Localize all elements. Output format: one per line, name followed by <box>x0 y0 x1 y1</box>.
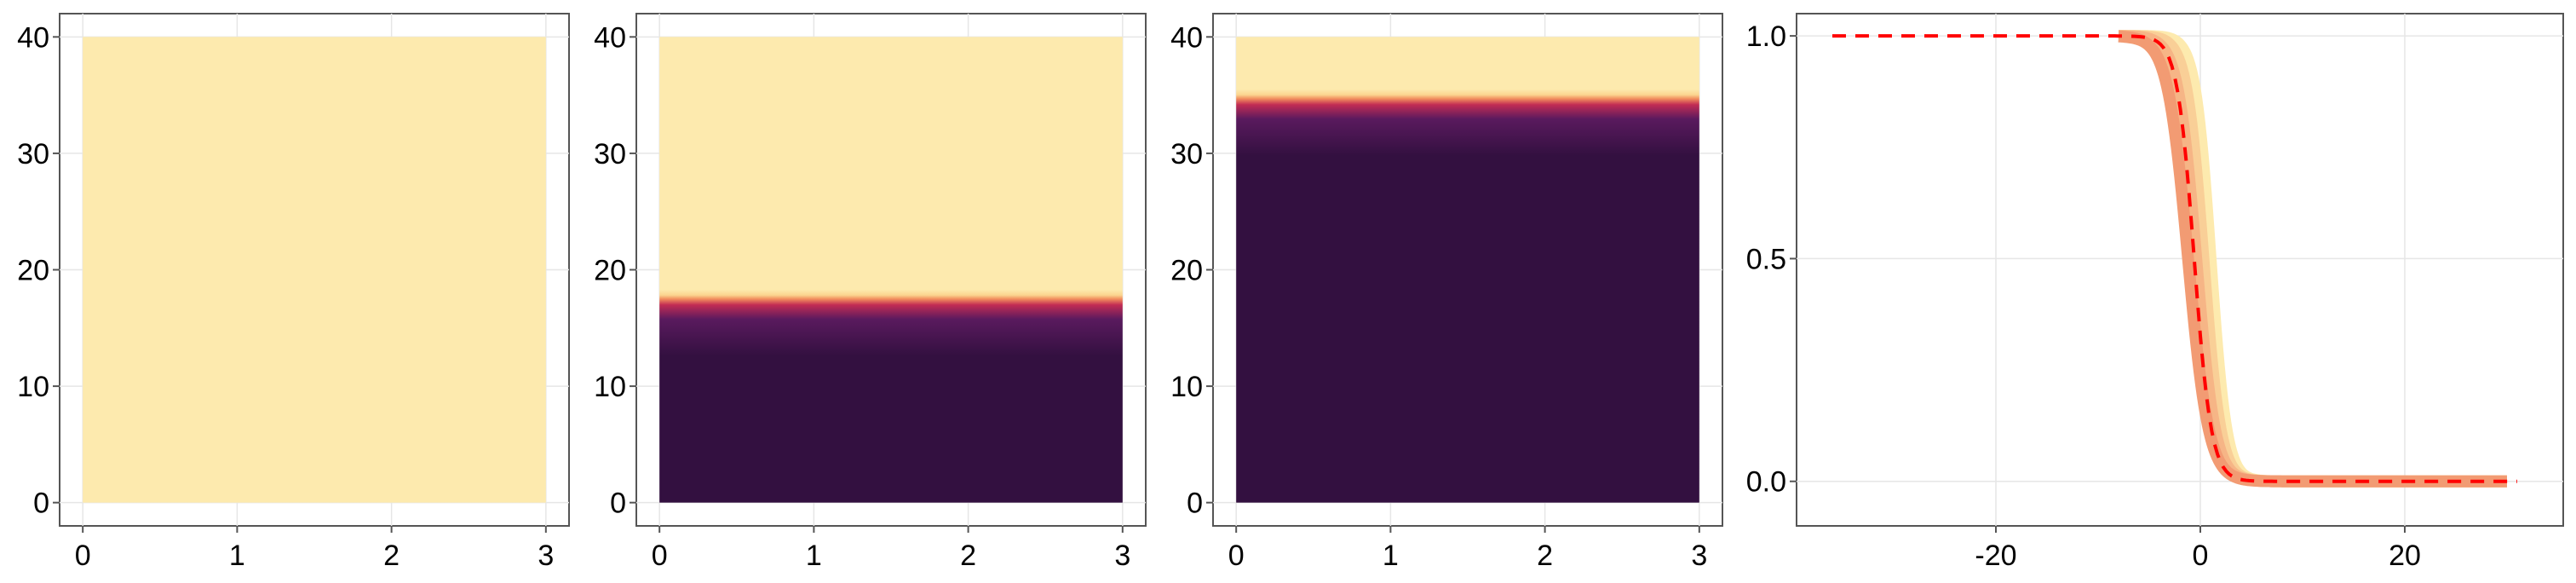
x-tick-label: 2 <box>960 540 976 572</box>
y-tick-label: 0 <box>610 488 626 520</box>
x-tick-label: -20 <box>1975 540 2016 572</box>
x-tick-label: 1 <box>229 540 245 572</box>
y-tick-label: 40 <box>1170 21 1203 54</box>
y-tick-label: 40 <box>594 21 626 54</box>
heatmap-field <box>1236 37 1699 503</box>
profile-line-panel: -20 0 20 0.0 0.5 1.0 <box>1746 13 2564 572</box>
y-tick-label: 0 <box>33 488 49 520</box>
y-tick-label: 30 <box>17 138 49 170</box>
heatmap-field <box>83 37 546 503</box>
x-tick-label: 0 <box>75 540 91 572</box>
x-tick-label: 1 <box>1383 540 1399 572</box>
x-tick-label: 3 <box>1691 540 1707 572</box>
heatmap-field <box>659 37 1123 503</box>
y-tick-label: 0.5 <box>1746 243 1786 275</box>
y-tick-label: 20 <box>17 255 49 287</box>
x-tick-label: 20 <box>2389 540 2421 572</box>
y-tick-label: 30 <box>594 138 626 170</box>
x-tick-label: 3 <box>538 540 554 572</box>
x-tick-label: 0 <box>1228 540 1245 572</box>
y-tick-label: 20 <box>1170 255 1203 287</box>
x-tick-label: 1 <box>806 540 822 572</box>
dashed-profile-line <box>1832 34 2517 483</box>
x-tick-label: 3 <box>1114 540 1130 572</box>
y-tick-label: 30 <box>1170 138 1203 170</box>
y-tick-label: 10 <box>17 371 49 403</box>
y-tick-label: 10 <box>1170 371 1203 403</box>
series-group <box>1832 30 2517 488</box>
x-tick-label: 2 <box>383 540 400 572</box>
x-tick-label: 0 <box>2193 540 2209 572</box>
y-tick-label: 10 <box>594 371 626 403</box>
x-tick-label: 0 <box>652 540 668 572</box>
y-tick-label: 0.0 <box>1746 466 1786 499</box>
y-tick-label: 1.0 <box>1746 20 1786 53</box>
y-tick-label: 40 <box>17 21 49 54</box>
y-tick-label: 0 <box>1187 488 1203 520</box>
y-tick-label: 20 <box>594 255 626 287</box>
x-tick-label: 2 <box>1537 540 1553 572</box>
